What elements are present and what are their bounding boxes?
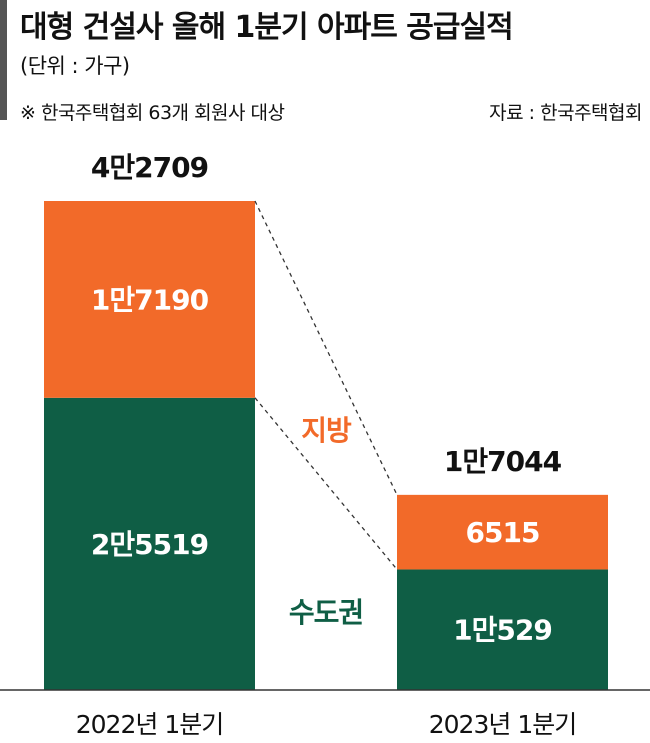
segment-value-label: 1만529 — [453, 614, 552, 647]
unit-label: (단위 : 가구) — [20, 54, 130, 78]
connector-line-total — [254, 200, 398, 496]
bar-segment-provinces — [397, 494, 608, 570]
total-value-label: 1만7044 — [444, 445, 562, 478]
connector-line-capital-area — [254, 397, 398, 570]
total-value-label: 4만2709 — [91, 151, 208, 184]
series-label-capital-area: 수도권 — [289, 596, 363, 629]
footnote: ※ 한국주택협회 63개 회원사 대상 — [20, 102, 285, 124]
category-label: 2022년 1분기 — [76, 710, 223, 739]
title-accent-bar — [0, 0, 7, 120]
segment-value-label: 6515 — [466, 516, 540, 549]
source-label: 자료 : 한국주택협회 — [489, 102, 642, 124]
chart-title: 대형 건설사 올해 1분기 아파트 공급실적 — [20, 10, 514, 45]
segment-value-label: 2만5519 — [91, 528, 208, 561]
bar-segment-capital-area — [397, 569, 608, 690]
series-label-provinces: 지방 — [301, 414, 352, 447]
category-label: 2023년 1분기 — [429, 710, 576, 739]
segment-value-label: 1만7190 — [91, 283, 209, 316]
bar-segment-provinces — [44, 201, 255, 398]
bar-segment-capital-area — [44, 397, 255, 690]
